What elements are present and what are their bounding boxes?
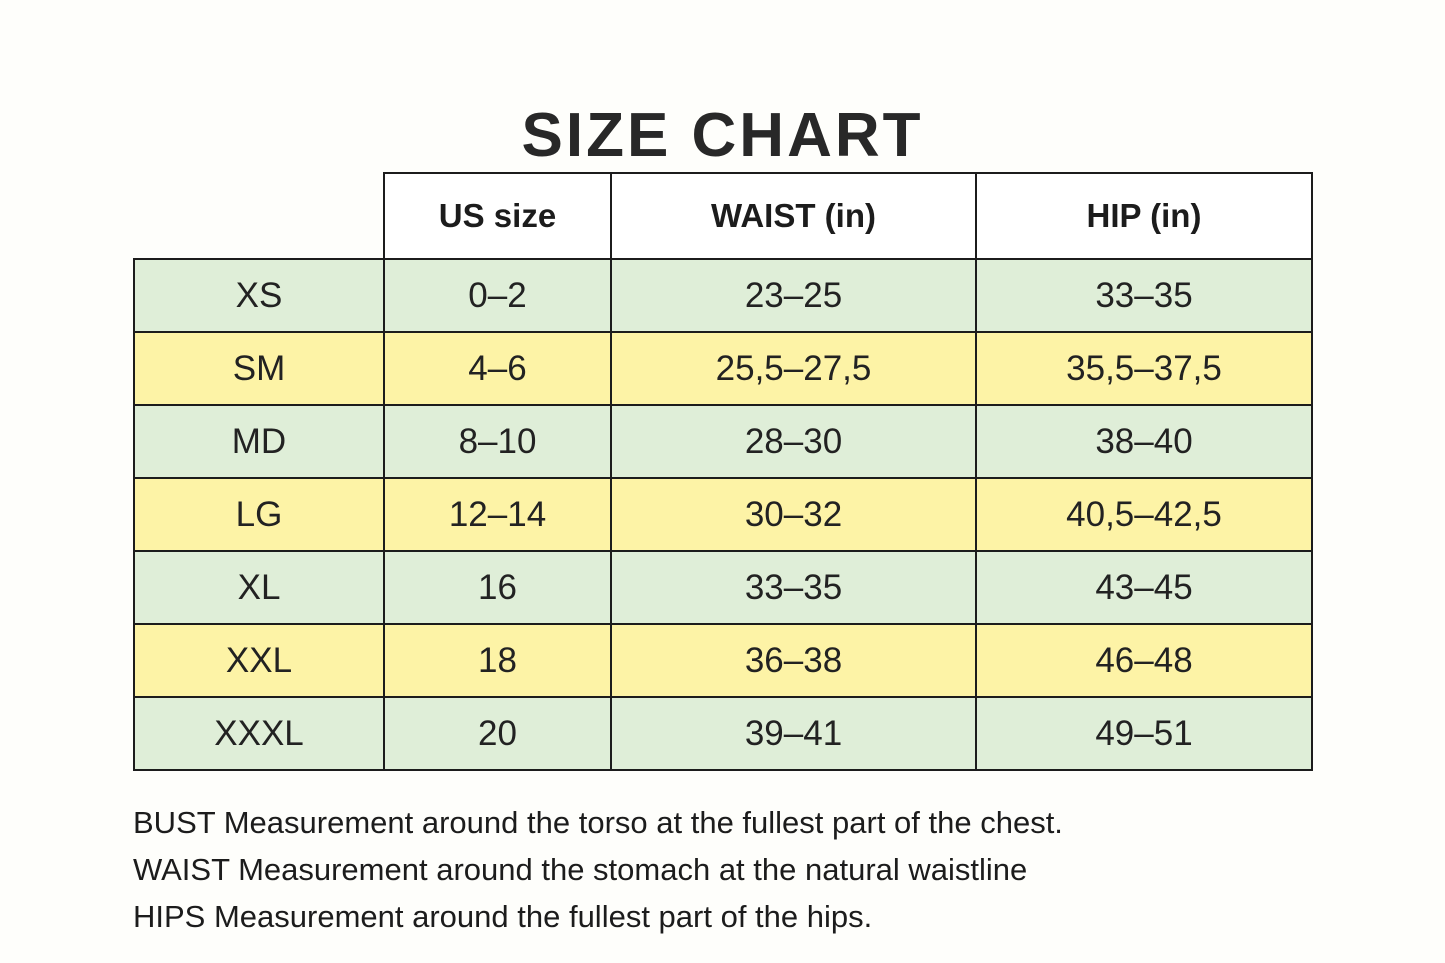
footnotes: BUST Measurement around the torso at the… bbox=[133, 799, 1063, 940]
header-row: US size WAIST (in) HIP (in) bbox=[134, 172, 1313, 260]
us-size-cell: 4–6 bbox=[383, 331, 612, 406]
table-row: XL 16 33–35 43–45 bbox=[133, 550, 1313, 625]
waist-cell: 36–38 bbox=[610, 623, 977, 698]
us-size-cell: 16 bbox=[383, 550, 612, 625]
hip-cell: 38–40 bbox=[975, 404, 1313, 479]
waist-cell: 33–35 bbox=[610, 550, 977, 625]
waist-cell: 25,5–27,5 bbox=[610, 331, 977, 406]
hip-cell: 40,5–42,5 bbox=[975, 477, 1313, 552]
table-row: LG 12–14 30–32 40,5–42,5 bbox=[133, 477, 1313, 552]
footnote-hips: HIPS Measurement around the fullest part… bbox=[133, 899, 873, 934]
footnote-bust: BUST Measurement around the torso at the… bbox=[133, 805, 1063, 840]
table-row: XXL 18 36–38 46–48 bbox=[133, 623, 1313, 698]
size-chart-body: XS 0–2 23–25 33–35 SM 4–6 25,5–27,5 35,5–37,5 MD… bbox=[133, 258, 1313, 771]
us-size-cell: 12–14 bbox=[383, 477, 612, 552]
hip-cell: 33–35 bbox=[975, 258, 1313, 333]
table-row: SM 4–6 25,5–27,5 35,5–37,5 bbox=[133, 331, 1313, 406]
us-size-cell: 20 bbox=[383, 696, 612, 771]
size-cell: XL bbox=[133, 550, 385, 625]
page-title: SIZE CHART bbox=[521, 100, 924, 170]
waist-cell: 23–25 bbox=[610, 258, 977, 333]
us-size-cell: 18 bbox=[383, 623, 612, 698]
column-header-us-size: US size bbox=[383, 172, 612, 260]
size-cell: XXL bbox=[133, 623, 385, 698]
size-cell: LG bbox=[133, 477, 385, 552]
hip-cell: 49–51 bbox=[975, 696, 1313, 771]
size-chart-table: US size WAIST (in) HIP (in) XS 0–2 23–25 33… bbox=[133, 172, 1313, 771]
waist-cell: 39–41 bbox=[610, 696, 977, 771]
us-size-cell: 8–10 bbox=[383, 404, 612, 479]
hip-cell: 43–45 bbox=[975, 550, 1313, 625]
hip-cell: 35,5–37,5 bbox=[975, 331, 1313, 406]
size-cell: XXXL bbox=[133, 696, 385, 771]
footnote-waist: WAIST Measurement around the stomach at … bbox=[133, 852, 1028, 887]
size-cell: SM bbox=[133, 331, 385, 406]
size-cell: MD bbox=[133, 404, 385, 479]
column-header-waist: WAIST (in) bbox=[610, 172, 977, 260]
size-cell: XS bbox=[133, 258, 385, 333]
header-corner-empty bbox=[134, 173, 384, 259]
table-row: XXXL 20 39–41 49–51 bbox=[133, 696, 1313, 771]
us-size-cell: 0–2 bbox=[383, 258, 612, 333]
table-row: XS 0–2 23–25 33–35 bbox=[133, 258, 1313, 333]
column-header-hip: HIP (in) bbox=[975, 172, 1313, 260]
hip-cell: 46–48 bbox=[975, 623, 1313, 698]
table-row: MD 8–10 28–30 38–40 bbox=[133, 404, 1313, 479]
waist-cell: 30–32 bbox=[610, 477, 977, 552]
waist-cell: 28–30 bbox=[610, 404, 977, 479]
